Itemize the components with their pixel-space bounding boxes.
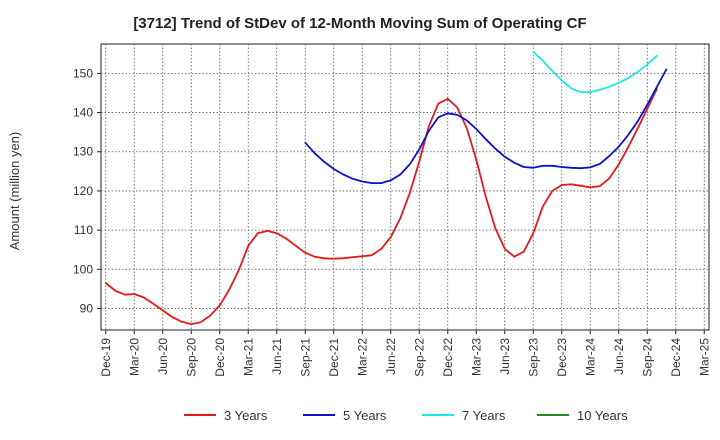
- series-layer: [104, 50, 668, 325]
- x-tick-label: Dec-22: [441, 338, 455, 377]
- legend-label: 5 Years: [343, 408, 387, 423]
- series-line-0: [104, 88, 658, 325]
- x-tick-label: Mar-25: [697, 338, 711, 376]
- x-tick-label: Mar-20: [127, 338, 141, 376]
- x-tick-label: Dec-20: [213, 338, 227, 377]
- x-tick-label: Jun-23: [498, 338, 512, 375]
- y-axis-label: Amount (million yen): [7, 132, 22, 251]
- x-tick-label: Mar-24: [583, 338, 597, 376]
- legend-label: 7 Years: [462, 408, 506, 423]
- x-tick-label: Sep-22: [412, 338, 426, 377]
- x-tick-label: Dec-23: [555, 338, 569, 377]
- x-tick-label: Jun-24: [612, 338, 626, 375]
- x-tick-label: Sep-20: [184, 338, 198, 377]
- x-tick-label: Dec-19: [99, 338, 113, 377]
- x-tick-label: Sep-21: [298, 338, 312, 377]
- legend-label: 3 Years: [224, 408, 268, 423]
- x-axis-ticks: Dec-19 Mar-20 Jun-20 Sep-20 Dec-20 Mar-21 Jun-…: [99, 330, 711, 377]
- y-tick-label: 130: [73, 145, 93, 159]
- x-tick-label: Mar-22: [355, 338, 369, 376]
- x-tick-label: Jun-21: [270, 338, 284, 375]
- x-tick-label: Dec-21: [327, 338, 341, 377]
- legend-label: 10 Years: [577, 408, 628, 423]
- series-line-2: [532, 50, 658, 94]
- x-tick-label: Dec-24: [669, 338, 683, 377]
- series-line-1: [304, 68, 668, 184]
- y-tick-label: 140: [73, 106, 93, 120]
- plot-area-frame: [100, 43, 710, 331]
- legend: 3 Years 5 Years 7 Years 10 Years: [184, 408, 628, 423]
- x-tick-label: Mar-21: [241, 338, 255, 376]
- y-tick-label: 150: [73, 66, 93, 80]
- y-tick-label: 90: [80, 301, 94, 315]
- x-tick-label: Jun-20: [156, 338, 170, 375]
- x-tick-label: Sep-23: [526, 338, 540, 377]
- x-tick-label: Jun-22: [384, 338, 398, 375]
- x-tick-label: Sep-24: [640, 338, 654, 377]
- x-tick-label: Mar-23: [469, 338, 483, 376]
- y-axis-ticks: 90 100 110 120 130 140 150: [73, 66, 101, 315]
- y-tick-label: 100: [73, 262, 93, 276]
- y-tick-label: 120: [73, 184, 93, 198]
- y-tick-label: 110: [74, 223, 93, 237]
- grid-layer: [101, 44, 709, 330]
- chart-title: [3712] Trend of StDev of 12-Month Moving…: [133, 15, 586, 32]
